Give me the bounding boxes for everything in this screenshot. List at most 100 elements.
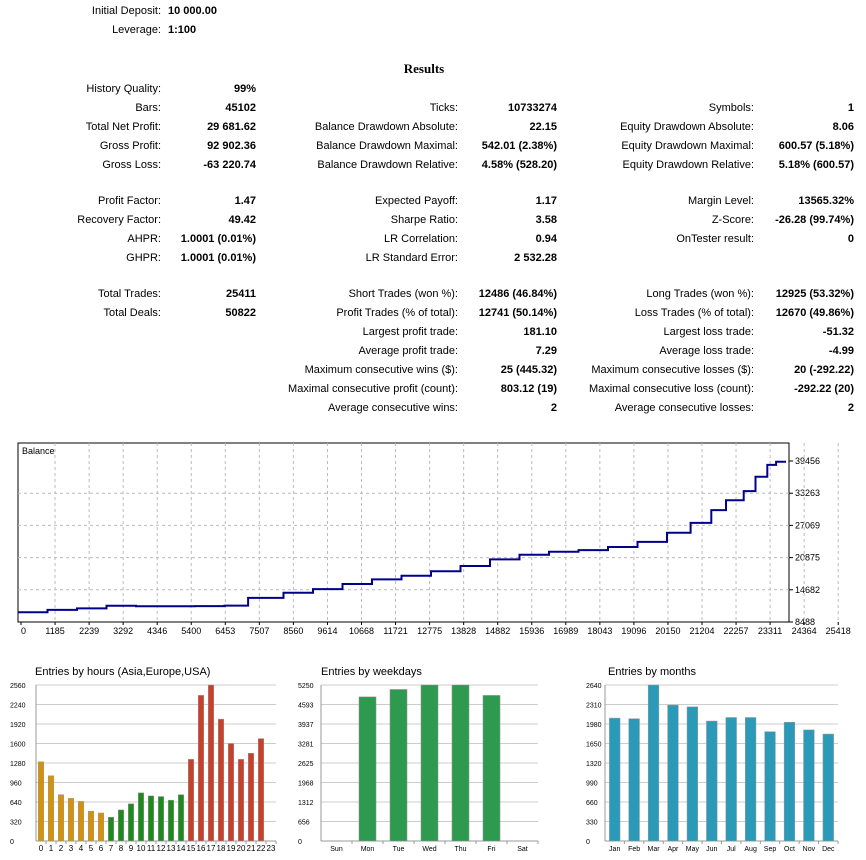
x-tick-label: 20: [237, 844, 246, 853]
x-tick-label: 3292: [113, 626, 133, 636]
y-tick-label: 2560: [10, 683, 26, 690]
bar: [188, 759, 194, 842]
bar: [148, 795, 154, 842]
bar: [178, 794, 184, 842]
x-tick-label: Jul: [727, 846, 736, 853]
col3-label: Maximal consecutive loss (count):: [588, 383, 754, 395]
x-tick-label: 12: [157, 844, 166, 853]
x-tick-label: Fri: [487, 846, 496, 853]
bar: [248, 753, 254, 842]
col1-value: 50822: [225, 307, 256, 319]
x-tick-label: 8560: [283, 626, 303, 636]
chart-title: Entries by hours (Asia,Europe,USA): [35, 666, 210, 678]
x-tick-label: 23: [267, 844, 276, 853]
y-tick-label: 39456: [795, 456, 820, 466]
bar: [745, 717, 757, 842]
bar: [667, 704, 679, 842]
col2-label: Profit Trades (% of total):: [336, 307, 458, 319]
col2-value: 25 (445.32): [500, 364, 557, 376]
col3-value: 12670 (49.86%): [775, 307, 854, 319]
y-tick-label: 1980: [586, 722, 602, 729]
col1-label: GHPR:: [126, 252, 161, 264]
col2-value: 4.58% (528.20): [481, 159, 557, 171]
y-tick-label: 1920: [10, 722, 26, 729]
bar: [158, 796, 164, 842]
entries-by-months-chart: Entries by months 2640 2310 1980 1650 1320 990…: [586, 666, 839, 853]
col2-label: Maximum consecutive wins ($):: [304, 364, 458, 376]
x-tick-label: 4346: [147, 626, 167, 636]
y-tick-label: 3937: [298, 722, 314, 729]
bar: [764, 731, 776, 842]
col2-value: 2: [550, 402, 557, 414]
bar: [258, 738, 264, 842]
y-tick-label: 14682: [795, 585, 820, 595]
col2-value: 22.15: [529, 121, 557, 133]
col3-value: 13565.32%: [798, 195, 854, 207]
bar: [783, 721, 796, 842]
x-tick-label: 11: [147, 844, 156, 853]
entries-by-hours-chart: Entries by hours (Asia,Europe,USA)256022…: [10, 666, 277, 853]
x-tick-label: 16: [197, 844, 206, 853]
col2-label: Average consecutive wins:: [327, 402, 458, 414]
x-tick-label: 19: [227, 844, 236, 853]
col1-label: Gross Profit:: [99, 140, 161, 152]
initial-deposit-value: 10 000.00: [168, 5, 217, 17]
col3-value: 2: [847, 402, 854, 414]
x-tick-label: 13: [167, 844, 176, 853]
leverage-label: Leverage:: [112, 24, 161, 36]
x-tick-label: 2: [59, 844, 64, 853]
col1-value: 1.0001 (0.01%): [180, 233, 256, 245]
col2-label: Expected Payoff:: [375, 195, 458, 207]
x-tick-label: 8: [119, 844, 124, 853]
bar: [48, 775, 54, 842]
bar: [78, 801, 84, 842]
x-tick-label: 18: [217, 844, 226, 853]
bar: [706, 720, 718, 842]
col2-value: 2 532.28: [514, 252, 557, 264]
bar: [198, 695, 204, 842]
x-tick-label: 22257: [724, 626, 749, 636]
x-tick-label: Feb: [628, 846, 640, 853]
bar: [451, 684, 470, 842]
x-tick-label: 11721: [383, 626, 407, 636]
y-tick-label: 1600: [10, 742, 26, 749]
col2-label: Average profit trade:: [358, 345, 458, 357]
col2-label: Balance Drawdown Absolute:: [314, 121, 458, 133]
y-tick-label: 1312: [298, 800, 314, 807]
bar: [68, 798, 74, 842]
bar: [58, 794, 64, 842]
col3-value: 12925 (53.32%): [775, 288, 854, 300]
bar: [218, 718, 224, 842]
col2-value: 12486 (46.84%): [478, 288, 557, 300]
x-tick-label: 9614: [317, 626, 337, 636]
y-tick-label: 0: [586, 839, 590, 846]
y-tick-label: 1280: [10, 761, 26, 768]
y-tick-label: 2625: [298, 761, 314, 768]
results-title: Results: [403, 61, 445, 76]
col1-label: Total Deals:: [103, 307, 161, 319]
y-tick-label: 27069: [795, 520, 820, 530]
col3-value: 0: [847, 233, 854, 245]
col1-label: Profit Factor:: [98, 195, 161, 207]
entries-by-weekdays-chart: Entries by weekdays 5250 4593 3937 3281 2625 1…: [298, 666, 539, 853]
y-tick-label: 4593: [298, 703, 314, 710]
col3-label: Symbols:: [708, 102, 754, 114]
col1-value: 92 902.36: [207, 140, 256, 152]
y-tick-label: 3281: [298, 742, 314, 749]
y-tick-label: 1320: [586, 761, 602, 768]
y-tick-label: 2240: [10, 703, 26, 710]
x-tick-label: Aug: [744, 846, 757, 853]
y-tick-label: 320: [10, 820, 22, 827]
col1-label: Total Trades:: [98, 288, 161, 300]
x-tick-label: Jun: [706, 846, 717, 853]
balance-chart: 39456 33263 27069 20875 14682 8488 0 1185 2239 32…: [17, 442, 851, 636]
col2-value: 1.17: [535, 195, 557, 207]
x-tick-label: 3: [69, 844, 74, 853]
x-tick-label: 10668: [349, 626, 374, 636]
x-tick-label: Wed: [422, 846, 436, 853]
col1-value: 49.42: [228, 214, 256, 226]
x-tick-label: 22: [257, 844, 266, 853]
col3-value: 20 (-292.22): [794, 364, 854, 376]
y-tick-label: 20875: [795, 553, 820, 563]
col3-value: -292.22 (20): [794, 383, 854, 395]
